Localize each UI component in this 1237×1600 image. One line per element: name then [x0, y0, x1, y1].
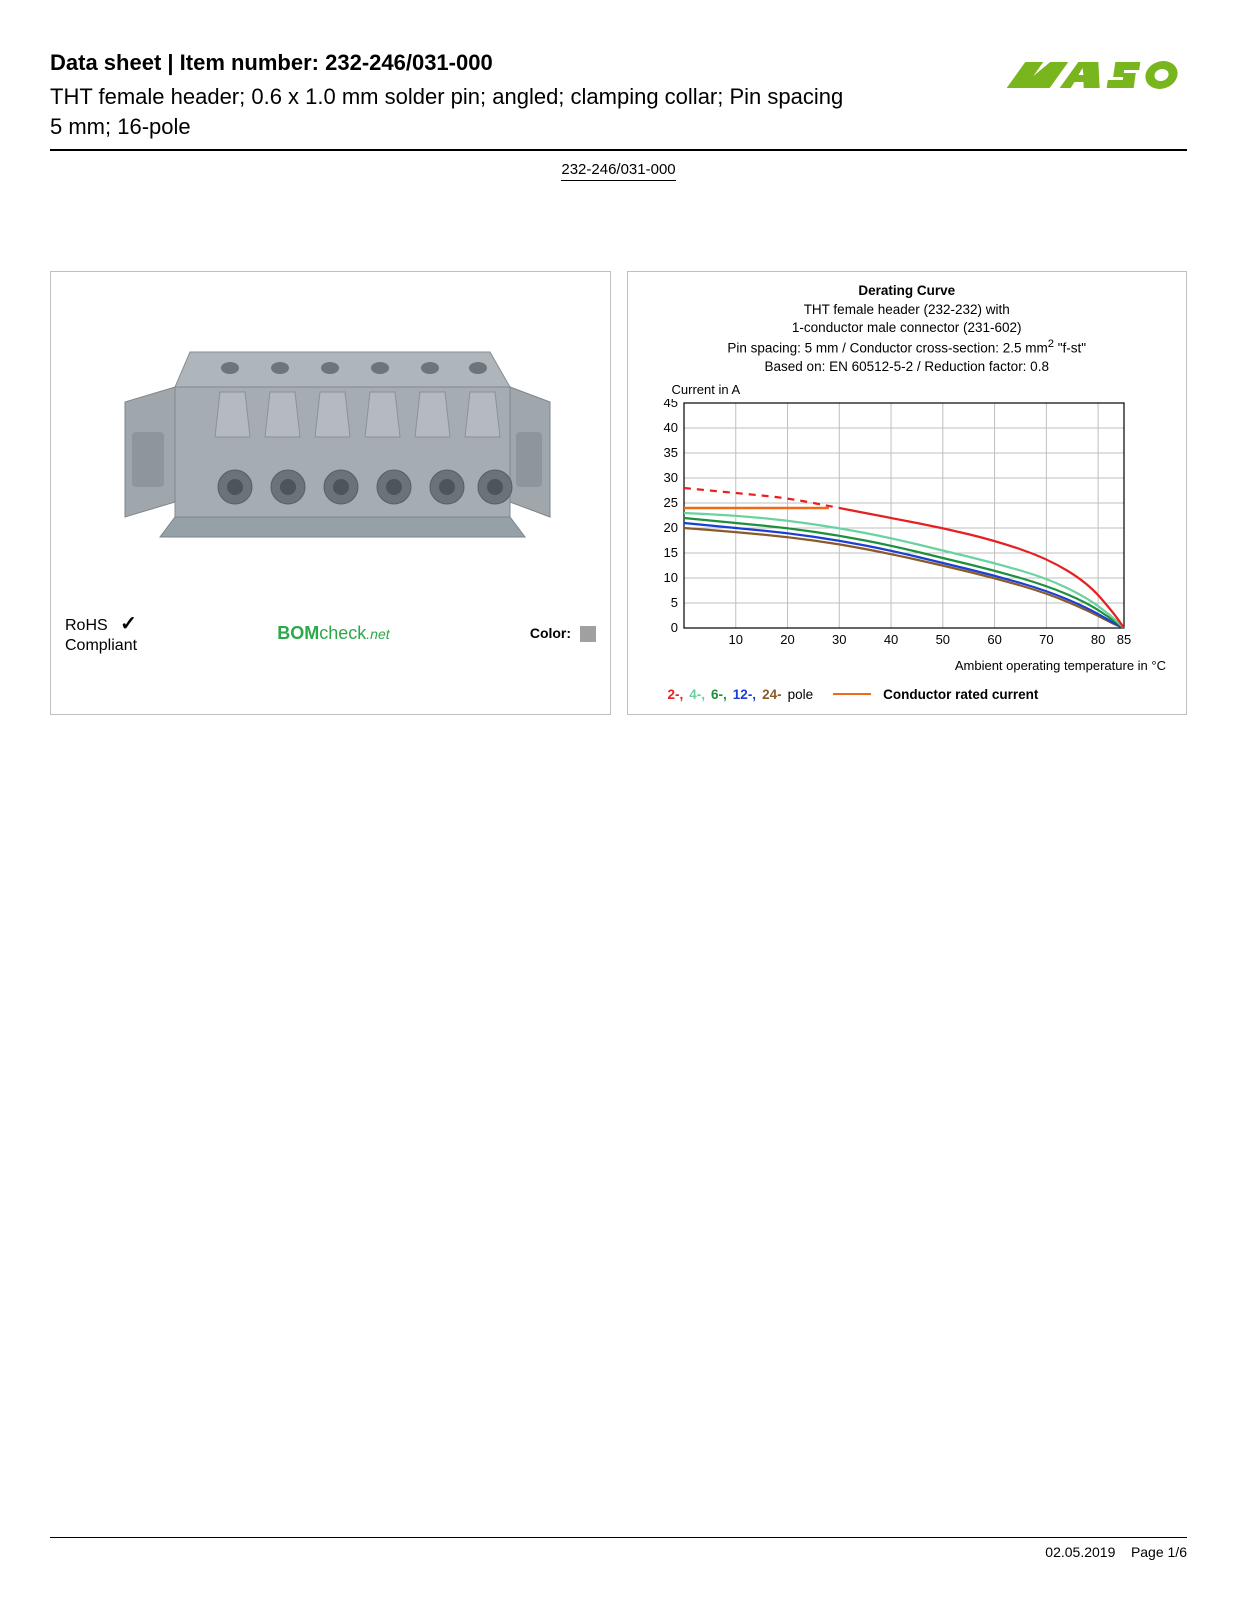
svg-text:40: 40 — [883, 632, 897, 647]
svg-text:30: 30 — [832, 632, 846, 647]
color-indicator: Color: — [530, 625, 596, 643]
svg-text:5: 5 — [670, 595, 677, 610]
wago-logo — [1007, 50, 1187, 100]
svg-text:45: 45 — [663, 399, 677, 410]
title-prefix: Data sheet | Item number: — [50, 50, 325, 75]
part-number-link[interactable]: 232-246/031-000 — [561, 161, 675, 181]
svg-text:70: 70 — [1039, 632, 1053, 647]
legend-rated-line — [833, 693, 871, 695]
legend-24pole: 24- — [762, 687, 782, 702]
header: Data sheet | Item number: 232-246/031-00… — [50, 50, 1187, 151]
svg-text:60: 60 — [987, 632, 1001, 647]
footer-date: 02.05.2019 — [1045, 1544, 1115, 1560]
bom-mid: check — [319, 623, 366, 643]
legend-rated-label: Conductor rated current — [883, 687, 1038, 702]
legend-12pole: 12-, — [733, 687, 756, 702]
svg-text:20: 20 — [780, 632, 794, 647]
svg-text:40: 40 — [663, 420, 677, 435]
rohs-badge: RoHS ✓ Compliant — [65, 612, 137, 655]
bomcheck-logo: BOMcheck.net — [277, 623, 389, 644]
check-icon: ✓ — [120, 613, 137, 635]
chart-sub4: Based on: EN 60512-5-2 / Reduction facto… — [638, 358, 1177, 376]
svg-text:25: 25 — [663, 495, 677, 510]
svg-text:35: 35 — [663, 445, 677, 460]
color-label: Color: — [530, 625, 571, 641]
bom-prefix: BOM — [277, 623, 319, 643]
header-text-block: Data sheet | Item number: 232-246/031-00… — [50, 50, 850, 141]
x-axis-label: Ambient operating temperature in °C — [638, 658, 1177, 673]
product-image — [61, 282, 600, 602]
svg-text:0: 0 — [670, 620, 677, 635]
derating-chart-panel: Derating Curve THT female header (232-23… — [627, 271, 1188, 715]
svg-text:30: 30 — [663, 470, 677, 485]
legend-6pole: 6-, — [711, 687, 727, 702]
legend-pole-suffix: pole — [788, 687, 814, 702]
datasheet-title: Data sheet | Item number: 232-246/031-00… — [50, 50, 850, 76]
y-axis-label: Current in A — [672, 382, 1177, 397]
derating-chart: 0 5 10 15 20 25 30 35 40 45 10 20 30 40 50 60 70 80 85 — [638, 399, 1168, 654]
svg-text:15: 15 — [663, 545, 677, 560]
rohs-text2: Compliant — [65, 637, 137, 654]
page-footer: 02.05.2019 Page 1/6 — [50, 1537, 1187, 1560]
chart-sub1: THT female header (232-232) with — [638, 301, 1177, 319]
title-item-number: 232-246/031-000 — [325, 50, 493, 75]
part-number-link-wrap: 232-246/031-000 — [50, 161, 1187, 181]
legend-2pole: 2-, — [668, 687, 684, 702]
product-description: THT female header; 0.6 x 1.0 mm solder p… — [50, 82, 850, 141]
chart-sub3: Pin spacing: 5 mm / Conductor cross-sect… — [638, 337, 1177, 358]
svg-text:10: 10 — [663, 570, 677, 585]
chart-title-block: Derating Curve THT female header (232-23… — [638, 282, 1177, 376]
chart-legend: 2-, 4-, 6-, 12-, 24- pole Conductor rate… — [638, 687, 1177, 702]
color-swatch — [580, 626, 596, 642]
svg-text:10: 10 — [728, 632, 742, 647]
chart-sub2: 1-conductor male connector (231-602) — [638, 319, 1177, 337]
svg-text:80: 80 — [1090, 632, 1104, 647]
svg-text:85: 85 — [1116, 632, 1130, 647]
product-image-panel: RoHS ✓ Compliant BOMcheck.net Color: — [50, 271, 611, 715]
svg-text:50: 50 — [935, 632, 949, 647]
bom-suffix: .net — [366, 626, 389, 642]
svg-text:20: 20 — [663, 520, 677, 535]
footer-page: Page 1/6 — [1131, 1544, 1187, 1560]
legend-4pole: 4-, — [689, 687, 705, 702]
chart-title: Derating Curve — [638, 282, 1177, 300]
rohs-text1: RoHS — [65, 617, 108, 634]
